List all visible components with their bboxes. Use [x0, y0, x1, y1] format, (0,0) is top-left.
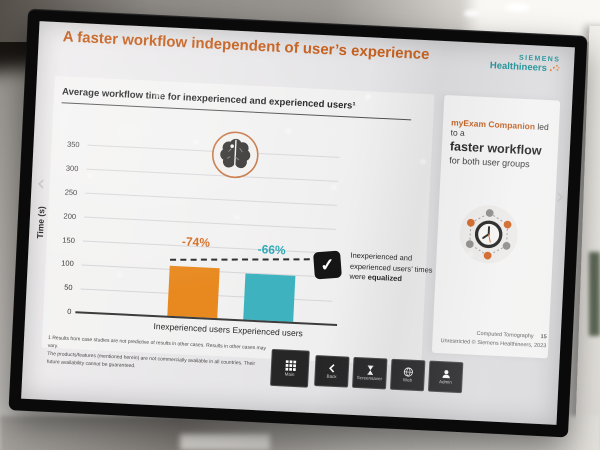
window-reflection: [589, 252, 600, 336]
y-tick: 350: [66, 139, 80, 150]
ai-brain-icon: [211, 131, 259, 179]
equalized-annotation: Inexperienced and experienced users’ tim…: [349, 250, 433, 284]
hourglass-icon: [366, 365, 373, 376]
admin-icon: [441, 370, 450, 379]
y-tick: 200: [63, 211, 77, 222]
screensaver-button[interactable]: Screensaver: [352, 356, 388, 390]
chevron-left-icon[interactable]: ‹: [35, 171, 47, 197]
main-button[interactable]: Main: [270, 348, 310, 388]
y-tick: 100: [61, 258, 74, 269]
back-button[interactable]: Back: [314, 355, 350, 388]
tv-bezel: A faster workflow independent of user’s …: [8, 8, 588, 438]
y-tick: 300: [65, 163, 79, 174]
chevron-right-icon[interactable]: ›: [555, 184, 566, 210]
y-tick: 150: [62, 235, 76, 246]
bar-experienced-users: [243, 273, 296, 322]
back-icon: [328, 364, 335, 373]
y-tick: 250: [64, 187, 78, 198]
presentation-screen: A faster workflow independent of user’s …: [21, 21, 575, 425]
y-tick: 0: [67, 306, 72, 317]
siemens-healthineers-logo: SIEMENS Healthineers: [490, 53, 561, 74]
ceiling-lamp: [504, 3, 530, 12]
web-button[interactable]: Web: [389, 358, 426, 392]
chart-card: [41, 75, 435, 367]
y-tick: 50: [64, 282, 73, 293]
light-reflection-dots: [39, 21, 43, 24]
admin-button[interactable]: Admin: [427, 360, 464, 394]
bar-inexperienced-users: [167, 265, 220, 319]
logo-dots-icon: [549, 64, 560, 72]
brand-line-healthineers: Healthineers: [489, 60, 548, 74]
side-panel-text: myExam Companion led to a faster workflo…: [449, 117, 555, 170]
page-number: 15: [540, 333, 547, 341]
checkmark-icon: ✓: [313, 250, 342, 280]
grid-icon: [284, 360, 296, 372]
globe-icon: [403, 367, 413, 377]
y-axis-label: Time (s): [34, 205, 47, 239]
clock-network-icon: [459, 205, 518, 264]
ceiling-lamp: [464, 10, 480, 17]
floor-highlight: [180, 434, 270, 450]
slide-title: A faster workflow independent of user’s …: [62, 28, 430, 64]
